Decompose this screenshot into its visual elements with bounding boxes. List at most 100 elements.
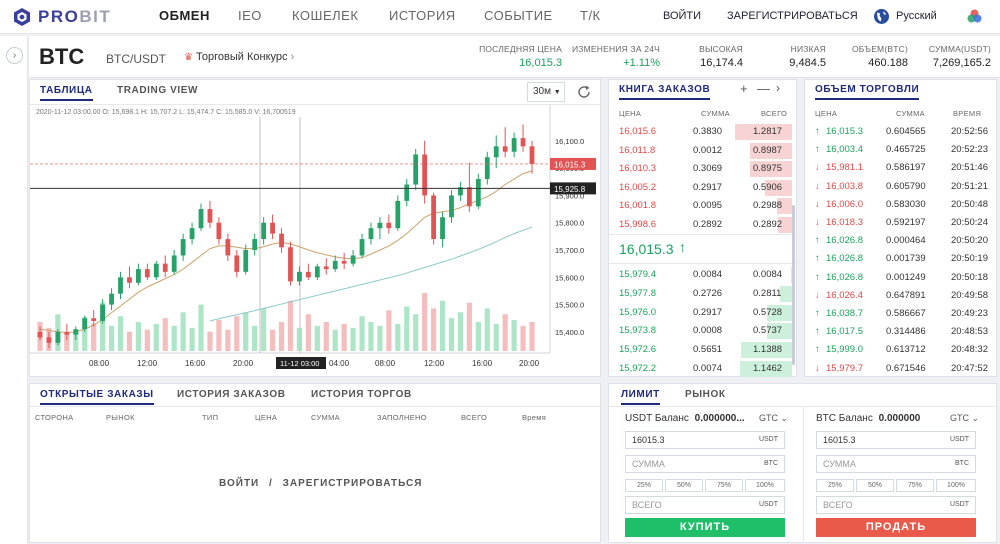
ask-row[interactable]: 15,998.6 0.2892 0.2892	[609, 216, 792, 234]
trade-form-panel: ЛИМИТ РЫНОК USDT Баланс 0.000000... GTC …	[608, 383, 997, 543]
sell-time-in-force-select[interactable]: GTC ⌄	[950, 413, 979, 424]
chevron-right-icon[interactable]: ›	[776, 81, 780, 95]
volume-bar	[448, 318, 455, 351]
login-link[interactable]: ВОЙТИ	[663, 10, 702, 22]
buy-amount-input[interactable]: СУММА BTC	[625, 455, 785, 473]
buy-pct-75[interactable]: 75%	[705, 479, 743, 492]
sell-amount-input[interactable]: СУММА BTC	[816, 455, 976, 473]
sell-pct-75[interactable]: 75%	[896, 479, 934, 492]
bid-row[interactable]: 15,977.8 0.2726 0.2811	[609, 285, 792, 303]
ob-price: 16,010.3	[619, 163, 656, 174]
candle-body	[314, 266, 320, 278]
buy-price-input[interactable]: 16015.3 USDT	[625, 431, 785, 449]
brand-right: BIT	[79, 7, 112, 26]
trade-time: 20:51:21	[951, 180, 988, 192]
ob-price: 15,977.8	[619, 287, 656, 299]
ob-total: 0.0084	[753, 269, 783, 280]
tab-trade-history[interactable]: ИСТОРИЯ ТОРГОВ	[311, 389, 412, 400]
orders-register-link[interactable]: ЗАРЕГИСТРИРОВАТЬСЯ	[282, 478, 423, 489]
trade-amount: 0.605790	[886, 180, 926, 192]
volume-bar	[198, 304, 204, 351]
volume-bar	[493, 323, 499, 351]
candle-body	[341, 260, 347, 264]
buy-balance: USDT Баланс 0.000000...	[625, 413, 745, 424]
buy-pct-50[interactable]: 50%	[665, 479, 703, 492]
buy-button[interactable]: КУПИТЬ	[625, 518, 785, 537]
trade-row: ↓ 16,026.4 0.647891 20:49:58	[805, 287, 996, 305]
sell-pct-50[interactable]: 50%	[856, 479, 894, 492]
sell-pct-100[interactable]: 100%	[936, 479, 976, 492]
register-link[interactable]: ЗАРЕГИСТРИРОВАТЬСЯ	[727, 10, 858, 22]
tab-limit[interactable]: ЛИМИТ	[621, 389, 660, 405]
volume-bar	[278, 322, 285, 351]
nav-wallet[interactable]: КОШЕЛЕК	[292, 8, 359, 23]
ask-row[interactable]: 16,015.6 0.3830 1.2817	[609, 123, 792, 141]
bid-row[interactable]: 15,972.6 0.5651 1.1388	[609, 341, 792, 359]
candle-body	[297, 271, 302, 282]
top-navigation: PROBIT ОБМЕН IEO КОШЕЛЕК ИСТОРИЯ СОБЫТИЕ…	[0, 0, 1000, 34]
nav-events[interactable]: СОБЫТИЕ	[484, 8, 553, 23]
sell-balance-value: 0.000000	[878, 413, 921, 424]
y-tick-label: 15,400.0	[555, 328, 584, 337]
ob-amount: 0.2892	[693, 218, 723, 230]
globe-icon[interactable]	[873, 8, 890, 25]
trading-contest-link[interactable]: ♛ Торговый Конкурс ›	[184, 51, 294, 63]
sell-pct-25[interactable]: 25%	[816, 479, 854, 492]
bid-row[interactable]: 15,979.4 0.0084 0.0084	[609, 266, 792, 284]
nav-ieo[interactable]: IEO	[238, 8, 262, 23]
tab-market[interactable]: РЫНОК	[685, 389, 726, 400]
tab-order-history[interactable]: ИСТОРИЯ ЗАКАЗОВ	[177, 389, 286, 400]
bid-row[interactable]: 15,972.2 0.0074 1.1462	[609, 360, 792, 378]
ask-row[interactable]: 16,010.3 0.3069 0.8975	[609, 160, 792, 178]
bid-row[interactable]: 15,973.8 0.0008 0.5737	[609, 322, 792, 340]
orders-header-amount: СУММА	[311, 413, 340, 422]
sell-price-input[interactable]: 16015.3 USDT	[816, 431, 976, 449]
volume-bar	[207, 331, 213, 351]
buy-time-in-force-select[interactable]: GTC ⌄	[759, 413, 788, 424]
candle-body	[449, 195, 454, 218]
orders-header-type: ТИП	[202, 413, 219, 422]
nav-exchange[interactable]: ОБМЕН	[159, 8, 210, 23]
ask-row[interactable]: 16,011.8 0.0012 0.8987	[609, 142, 792, 160]
plus-icon[interactable]: +	[740, 81, 748, 96]
ask-row[interactable]: 16,001.8 0.0095 0.2988	[609, 197, 792, 215]
language-selector[interactable]: Русский	[896, 10, 937, 22]
refresh-icon[interactable]	[576, 84, 592, 100]
sell-total-input[interactable]: ВСЕГО USDT	[816, 496, 976, 514]
tab-open-orders[interactable]: ОТКРЫТЫЕ ЗАКАЗЫ	[40, 389, 154, 405]
market-ticker: BTC BTC/USDT ♛ Торговый Конкурс › ПОСЛЕД…	[29, 36, 1000, 78]
nav-tk[interactable]: Т/К	[580, 8, 601, 23]
ob-scrollbar[interactable]	[792, 205, 795, 365]
bid-row[interactable]: 15,976.0 0.2917 0.5728	[609, 304, 792, 322]
buy-pct-25[interactable]: 25%	[625, 479, 663, 492]
candle-body	[466, 187, 472, 207]
price-chart[interactable]: 2020-11-12 03:00.00 O: 15,698.1 H: 15,70…	[30, 105, 600, 376]
arrow-down-icon: ↓	[815, 362, 820, 374]
candle-body	[144, 269, 150, 278]
candle-body	[243, 250, 249, 272]
buy-pct-100[interactable]: 100%	[745, 479, 785, 492]
interval-select[interactable]: 30м ▼	[527, 82, 565, 102]
theme-palette-icon[interactable]	[966, 8, 983, 25]
buy-total-input[interactable]: ВСЕГО USDT	[625, 496, 785, 514]
tv-header-price: ЦЕНА	[815, 109, 838, 118]
arrow-up-icon: ↑	[815, 344, 820, 356]
tab-trading-view[interactable]: TRADING VIEW	[117, 85, 199, 96]
sell-button[interactable]: ПРОДАТЬ	[816, 518, 976, 537]
orders-login-link[interactable]: ВОЙТИ	[219, 478, 260, 489]
y-tick-label: 15,700.0	[555, 246, 584, 255]
nav-history[interactable]: ИСТОРИЯ	[389, 8, 456, 23]
trade-row: ↑ 16,003.4 0.465725 20:52:23	[805, 141, 996, 159]
ticker-pair[interactable]: BTC/USDT	[106, 52, 166, 66]
tab-table[interactable]: ТАБЛИЦА	[40, 85, 93, 101]
arrow-up-icon: ↑	[815, 308, 820, 319]
ask-row[interactable]: 16,005.2 0.2917 0.5906	[609, 179, 792, 197]
order-book-panel: КНИГА ЗАКАЗОВ + — › ЦЕНА СУММА ВСЕГО 16,…	[608, 79, 797, 377]
sell-amount-unit: BTC	[955, 460, 969, 467]
minus-icon[interactable]: —	[757, 81, 770, 96]
expand-sidebar-button[interactable]: ›	[6, 47, 23, 64]
orders-header-price: ЦЕНА	[255, 413, 278, 422]
probit-logo[interactable]: PROBIT	[12, 6, 111, 28]
candle-body	[109, 293, 114, 305]
sell-amount-placeholder: СУММА	[823, 459, 856, 469]
